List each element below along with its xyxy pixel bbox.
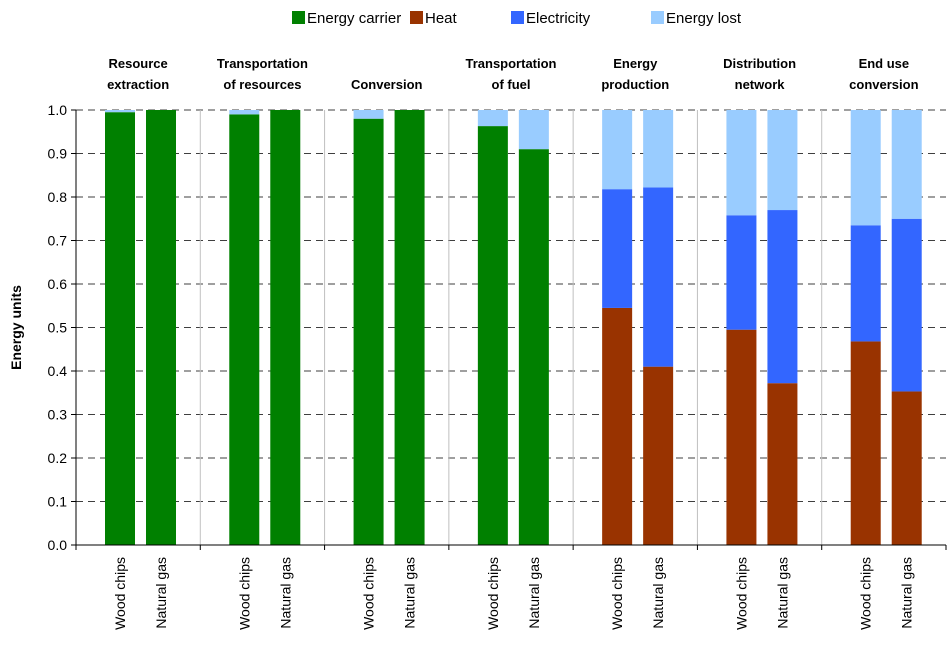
x-tick-label: Wood chips [609,557,625,630]
x-tick-label: Wood chips [112,557,128,630]
bar-segment [602,110,633,190]
bar-segment [643,110,674,188]
bar-segment [726,329,757,545]
bar-segment [518,110,549,150]
y-tick-label: 0.0 [48,537,68,553]
bar-segment [850,341,881,545]
y-tick-label: 0.8 [48,189,68,205]
bar-segment [643,187,674,367]
group-title: Energy production [601,56,669,92]
y-tick-label: 0.7 [48,233,68,249]
group-title: Transportation of fuel [465,56,556,92]
x-tick-label: Natural gas [153,557,169,629]
bar-segment [353,118,384,545]
y-tick-label: 0.3 [48,407,68,423]
x-tick-label: Wood chips [858,557,874,630]
x-tick-label: Natural gas [650,557,666,629]
bar-segment [726,215,757,330]
bar-segment [105,112,135,546]
y-tick-label: 0.4 [48,363,68,379]
bar-segment [850,110,881,226]
x-tick-label: Natural gas [899,557,915,629]
group-title: Resource extraction [107,56,169,92]
bar-segment [394,110,425,545]
bar-segment [850,225,881,342]
bar-segment [891,391,922,545]
y-tick-labels: 0.0 0.1 0.2 0.3 0.4 0.5 0.6 0.7 0.8 0.9 1.0 [48,102,68,553]
legend: Energy carrier Heat Electricity Energy lost [292,10,742,27]
group-separators [199,110,823,545]
axes [71,109,947,550]
gridlines [76,109,946,502]
legend-swatch [292,11,305,24]
bar-segment [270,110,301,545]
x-tick-label: Wood chips [236,557,252,630]
legend-swatch [410,11,423,24]
group-title: End use conversion [849,56,918,92]
bar-segment [146,110,176,545]
bar-segment [767,383,798,545]
bar-segment [643,366,674,545]
legend-label: Energy lost [666,10,742,27]
y-tick-label: 0.2 [48,450,68,466]
bar-segment [229,114,260,545]
bar-segment [602,189,633,308]
y-tick-label: 0.6 [48,276,68,292]
legend-label: Electricity [526,10,591,27]
y-tick-label: 0.5 [48,320,68,336]
legend-label: Heat [425,10,458,27]
bar-segment [353,110,384,119]
legend-label: Energy carrier [307,10,401,27]
bar-segment [602,307,633,545]
group-titles: Resource extraction Transportation of resou… [107,56,919,92]
x-tick-label: Natural gas [526,557,542,629]
bar-segment [891,218,922,392]
bar-segment [477,126,508,545]
x-tick-label: Wood chips [361,557,377,630]
x-tick-labels: Wood chips Natural gas Wood chips Natural g… [112,557,915,630]
bar-segment [229,110,260,115]
y-tick-label: 0.1 [48,494,68,510]
x-tick-label: Wood chips [733,557,749,630]
bar-segment [105,110,135,113]
bar-segment [518,149,549,545]
bar-segment [477,110,508,127]
group-title: Transportation of resources [217,56,308,92]
x-tick-label: Natural gas [774,557,790,629]
group-title: Distribution network [723,56,796,92]
y-tick-label: 0.9 [48,146,68,162]
x-tick-label: Wood chips [485,557,501,630]
bar-segment [767,110,798,211]
bar-segment [767,210,798,384]
x-tick-label: Natural gas [277,557,293,629]
bar-segment [891,110,922,219]
y-tick-label: 1.0 [48,102,68,118]
legend-swatch [651,11,664,24]
bar-segment [726,110,757,216]
y-axis-label: Energy units [8,285,24,370]
x-tick-label: Natural gas [402,557,418,629]
bars [105,110,922,546]
legend-swatch [511,11,524,24]
group-title: Conversion [351,77,423,92]
